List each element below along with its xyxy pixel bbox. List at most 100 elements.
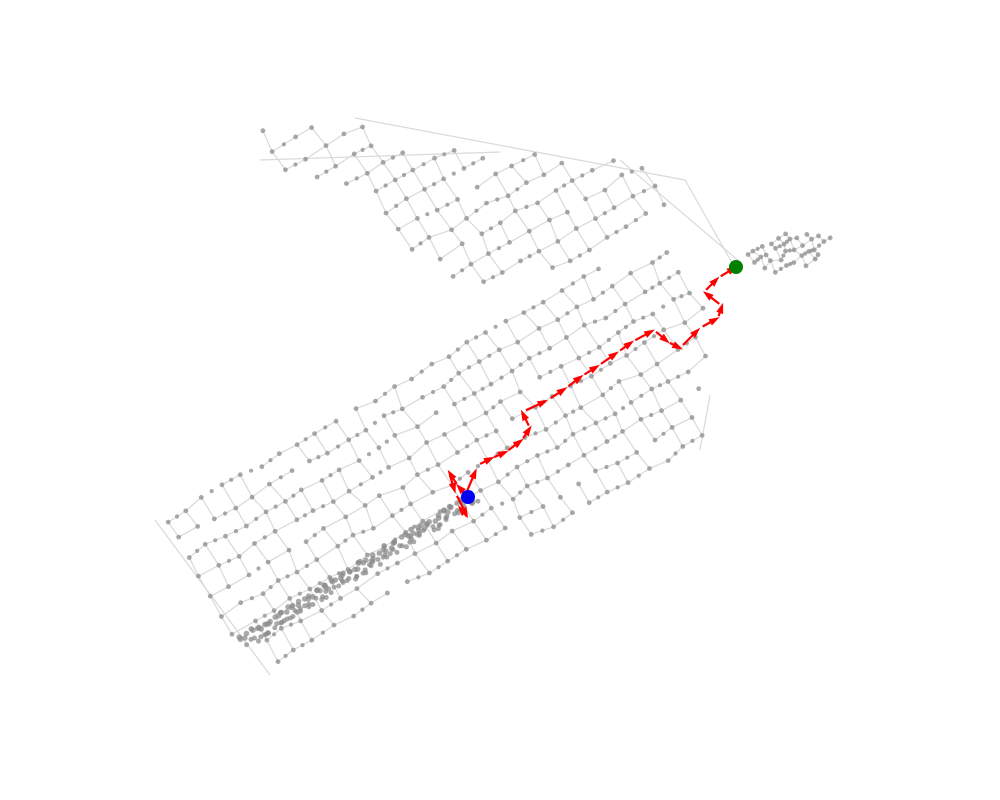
route-arrowhead xyxy=(536,399,549,408)
street-node xyxy=(223,511,228,516)
street-node xyxy=(665,379,671,384)
street-node xyxy=(362,567,368,573)
street-node xyxy=(243,630,250,637)
route-arrowhead xyxy=(457,505,468,516)
street-edge xyxy=(406,188,425,200)
street-node xyxy=(256,566,261,571)
street-edge xyxy=(300,620,313,641)
street-node xyxy=(431,527,437,533)
street-edge xyxy=(537,202,550,221)
street-node xyxy=(368,600,374,606)
street-node xyxy=(788,261,793,267)
street-node xyxy=(306,604,312,610)
street-edge xyxy=(198,564,220,577)
street-node xyxy=(496,246,501,251)
street-edge xyxy=(497,481,514,500)
street-node xyxy=(827,235,833,241)
street-node xyxy=(491,405,496,410)
street-node xyxy=(762,265,768,271)
street-node xyxy=(650,311,656,317)
street-edge xyxy=(677,271,690,294)
street-edge xyxy=(557,241,571,262)
street-node xyxy=(486,251,491,257)
street-node xyxy=(611,205,617,211)
street-edge xyxy=(435,542,449,562)
street-node xyxy=(400,150,406,156)
street-node xyxy=(606,337,611,342)
street-node xyxy=(481,279,486,285)
street-edge xyxy=(583,324,600,348)
street-node xyxy=(604,235,610,240)
street-node xyxy=(783,231,788,237)
street-edge xyxy=(614,413,624,432)
street-edge xyxy=(394,435,410,459)
street-edge xyxy=(220,616,233,635)
street-node xyxy=(343,538,348,543)
street-node xyxy=(505,472,510,477)
street-node xyxy=(570,510,575,516)
street-node xyxy=(558,363,564,369)
street-node xyxy=(661,304,666,309)
street-edge xyxy=(505,312,525,322)
street-node xyxy=(294,569,300,575)
street-edge xyxy=(487,253,503,273)
street-edge xyxy=(416,426,428,443)
street-node xyxy=(269,149,275,155)
street-edge xyxy=(366,173,377,192)
street-edge xyxy=(373,515,393,529)
route-arrowhead xyxy=(572,374,584,385)
street-edge xyxy=(583,268,599,278)
street-node xyxy=(202,541,208,547)
street-node xyxy=(577,253,582,258)
street-edge xyxy=(204,543,220,566)
street-node xyxy=(815,252,821,258)
route-arrowhead xyxy=(709,276,720,287)
street-edge xyxy=(656,363,669,382)
street-node xyxy=(174,514,180,519)
street-edge xyxy=(611,272,631,287)
street-edge xyxy=(426,433,445,444)
street-node xyxy=(809,236,814,242)
street-node xyxy=(778,266,784,271)
street-edge xyxy=(154,519,271,676)
street-node xyxy=(343,514,349,520)
street-node xyxy=(581,274,587,279)
street-node xyxy=(283,653,288,659)
street-node xyxy=(593,216,598,222)
street-edge xyxy=(338,469,350,492)
street-edge xyxy=(265,511,276,532)
street-node xyxy=(690,438,695,443)
street-node xyxy=(471,161,476,166)
street-node xyxy=(176,534,182,540)
street-node xyxy=(554,445,560,450)
street-edge xyxy=(534,154,545,176)
street-node xyxy=(422,526,427,532)
street-edge xyxy=(410,503,424,522)
street-edge xyxy=(267,561,279,581)
street-edge xyxy=(575,228,590,251)
street-node xyxy=(328,473,333,478)
street-node xyxy=(474,335,479,340)
street-node xyxy=(394,549,400,555)
street-node xyxy=(615,330,621,335)
street-edge xyxy=(538,240,559,252)
street-edge xyxy=(321,610,335,626)
street-node xyxy=(493,171,499,177)
street-node xyxy=(425,467,430,472)
street-node xyxy=(466,365,472,370)
street-edge xyxy=(691,417,703,436)
street-edge xyxy=(538,328,551,349)
street-node xyxy=(366,452,372,457)
street-node xyxy=(699,433,705,438)
street-node xyxy=(781,241,787,247)
street-edge xyxy=(416,218,430,238)
street-edge xyxy=(499,222,511,243)
street-node xyxy=(395,560,400,566)
street-node xyxy=(649,386,655,392)
street-node xyxy=(787,248,792,253)
street-node xyxy=(445,202,450,207)
street-node xyxy=(312,533,317,538)
street-node xyxy=(496,479,501,485)
street-edge xyxy=(466,217,483,235)
